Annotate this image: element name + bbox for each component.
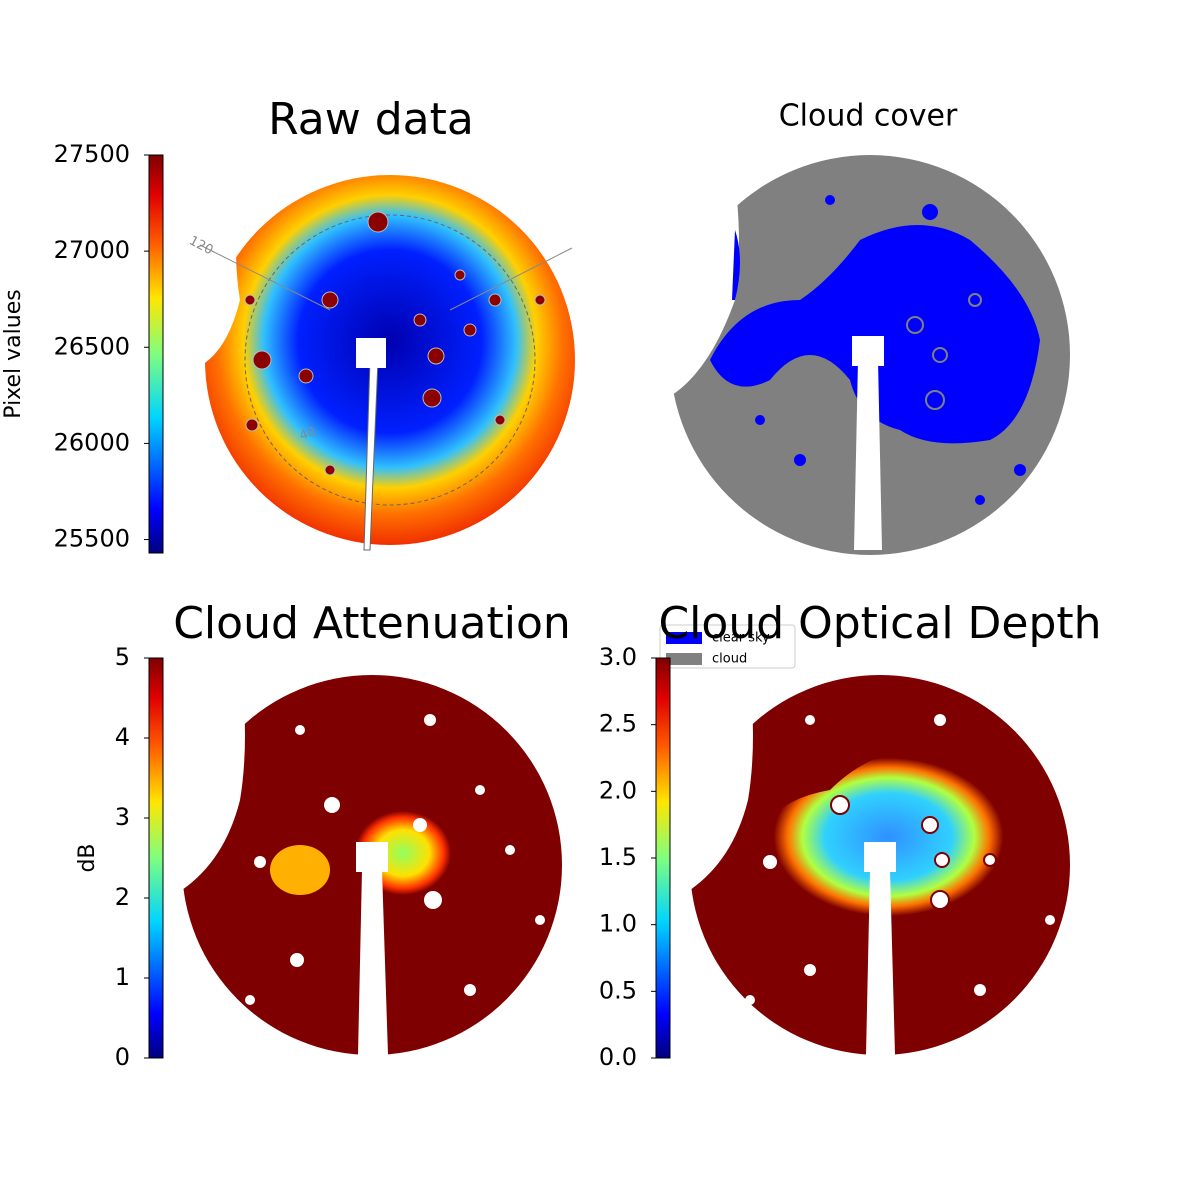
colorbar-tick-label: 0.0 bbox=[599, 1043, 637, 1071]
colorbar-tick-label: 27000 bbox=[54, 236, 130, 264]
colorbar-label: dB bbox=[75, 843, 100, 872]
chart-title: Cloud Optical Depth bbox=[658, 598, 1101, 649]
colorbar-tick-label: 0 bbox=[115, 1043, 130, 1071]
attenuation-image bbox=[170, 660, 562, 1055]
colorbar-tick-label: 25500 bbox=[54, 525, 130, 553]
colorbar-tick-label: 2.0 bbox=[599, 776, 637, 804]
colorbar-tick-label: 26500 bbox=[54, 332, 130, 360]
optical-depth-image bbox=[678, 660, 1070, 1055]
colorbar-tick-label: 1.0 bbox=[599, 910, 637, 938]
colorbar-tick-label: 5 bbox=[115, 643, 130, 671]
colorbar-tick-label: 0.5 bbox=[599, 976, 637, 1004]
colorbar-tick-label: 2 bbox=[115, 883, 130, 911]
colorbar-tick-label: 4 bbox=[115, 723, 130, 751]
colorbar-tick-label: 2.5 bbox=[599, 710, 637, 738]
colorbar bbox=[655, 657, 671, 1059]
colorbar-tick-label: 1 bbox=[115, 963, 130, 991]
legend-swatch bbox=[666, 653, 702, 665]
chart-title: Cloud cover bbox=[779, 99, 958, 134]
colorbar bbox=[148, 657, 164, 1059]
colorbar-tick-label: 3 bbox=[115, 803, 130, 831]
chart-title: Raw data bbox=[268, 94, 474, 145]
polar-annotation: 40 bbox=[297, 424, 318, 444]
legend-label: cloud bbox=[712, 652, 747, 667]
chart-title: Cloud Attenuation bbox=[173, 598, 571, 649]
legend-swatch bbox=[666, 632, 702, 644]
cloud-cover-image bbox=[660, 150, 1070, 555]
legend-label: clear sky bbox=[712, 631, 770, 646]
colorbar-tick-label: 3.0 bbox=[599, 643, 637, 671]
colorbar-tick-label: 27500 bbox=[54, 140, 130, 168]
raw-image bbox=[190, 160, 575, 551]
colorbar bbox=[148, 154, 164, 554]
colorbar-tick-label: 26000 bbox=[54, 428, 130, 456]
colorbar-tick-label: 1.5 bbox=[599, 843, 637, 871]
colorbar-label: Pixel values bbox=[1, 289, 26, 418]
